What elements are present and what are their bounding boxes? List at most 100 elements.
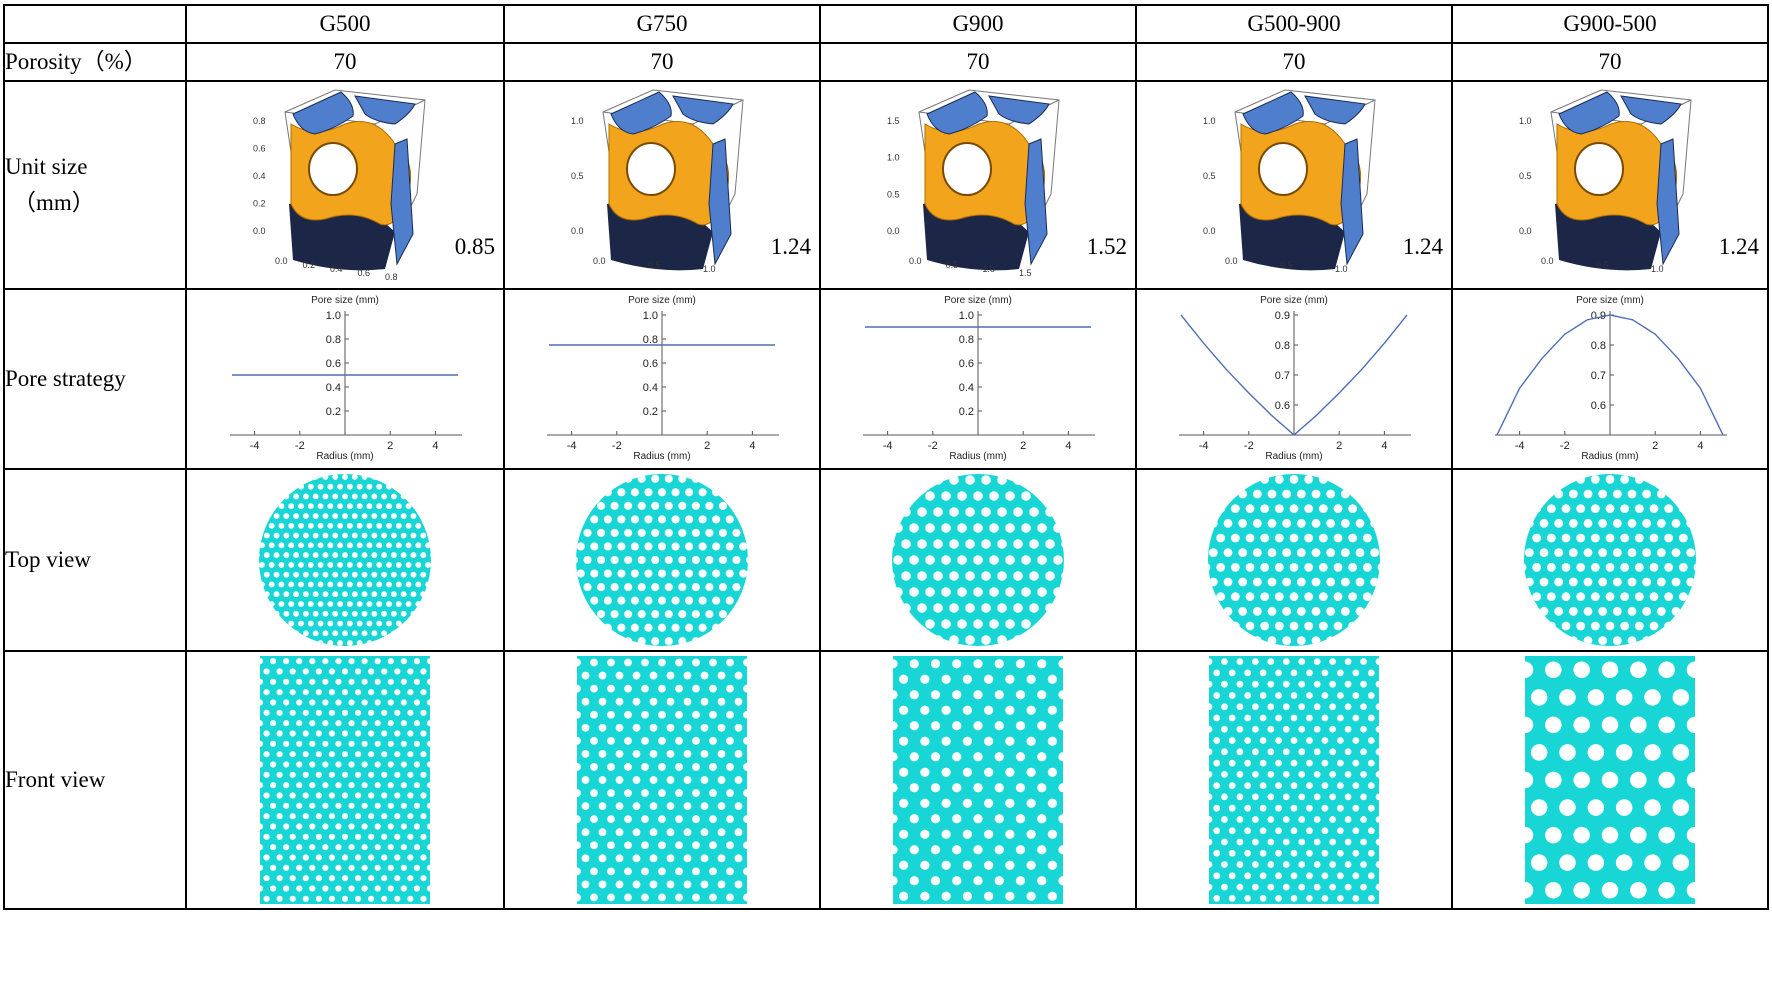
lattice-pore <box>583 528 592 537</box>
lattice-pore <box>1605 592 1615 602</box>
lattice-pore <box>1053 555 1063 565</box>
lattice-pore <box>1267 658 1275 666</box>
lattice-pore <box>1251 883 1259 891</box>
front-view-row: Front view <box>3 650 1769 910</box>
lattice-pore <box>898 705 909 715</box>
lattice-pore <box>933 507 943 517</box>
lattice-pore <box>1524 518 1534 528</box>
column-header-g900: G900 <box>819 4 1137 44</box>
lattice-pore <box>1559 854 1576 871</box>
cube-axis-tick-label: 0.6 <box>253 144 266 154</box>
y-tick-label: 0.4 <box>643 382 658 394</box>
lattice-pore <box>354 875 362 882</box>
lattice-pore <box>259 601 265 607</box>
lattice-pore <box>590 710 598 719</box>
lattice-pore <box>1671 489 1681 499</box>
lattice-pore <box>1686 881 1695 899</box>
lattice-pore <box>1313 793 1321 801</box>
lattice-pore <box>666 749 675 758</box>
lattice-pore <box>381 668 388 675</box>
lattice-pore <box>658 867 666 876</box>
lattice-pore <box>1045 475 1055 485</box>
lattice-pore <box>1326 606 1336 616</box>
lattice-pore <box>361 630 368 637</box>
lattice-pore <box>410 591 417 598</box>
lattice-pore <box>597 555 606 565</box>
lattice-pore <box>348 699 355 706</box>
front-view-cell-g750 <box>503 650 821 910</box>
lattice-pore <box>1289 562 1299 572</box>
lattice-pore <box>1352 894 1360 902</box>
lattice-pore <box>374 720 381 727</box>
lattice-pore <box>368 895 375 902</box>
lattice-pore <box>1298 748 1306 756</box>
lattice-pore <box>615 802 624 811</box>
lattice-pore <box>1355 548 1365 558</box>
lattice-pore <box>683 671 692 680</box>
lattice-pore <box>583 610 592 619</box>
lattice-pore <box>989 619 999 629</box>
lattice-pore <box>1546 621 1556 631</box>
lattice-pore <box>298 640 304 646</box>
lattice-pore <box>278 581 285 588</box>
lattice-pore <box>302 474 309 480</box>
lattice-pore <box>1259 714 1267 722</box>
lattice-pore <box>407 771 414 778</box>
lattice-pore <box>1545 881 1562 899</box>
lattice-pore <box>296 885 303 892</box>
lattice-pore <box>666 802 675 811</box>
lattice-pore <box>348 720 355 727</box>
lattice-pore <box>368 792 375 799</box>
lattice-pore <box>994 845 1004 855</box>
cube-axis-tick-label: 0.5 <box>648 260 661 270</box>
lattice-pore <box>263 854 270 861</box>
lattice-pore <box>315 668 322 675</box>
lattice-pore <box>332 610 339 617</box>
lattice-pore <box>346 522 353 529</box>
lattice-pore <box>1245 533 1255 543</box>
lattice-pore <box>649 749 658 758</box>
lattice-pore <box>337 561 344 568</box>
lattice-pore <box>1545 661 1562 679</box>
lattice-pore <box>269 699 277 706</box>
y-tick-label: 0.8 <box>326 334 341 346</box>
lattice-pore <box>1340 548 1350 558</box>
lattice-pore <box>288 640 295 646</box>
lattice-pore <box>381 689 388 696</box>
lattice-pore <box>920 767 930 777</box>
lattice-pore <box>576 501 579 510</box>
cut-face-top <box>610 91 672 135</box>
lattice-pore <box>309 658 316 665</box>
lattice-pore <box>1037 721 1047 731</box>
lattice-pore <box>598 723 607 732</box>
lattice-pore <box>346 542 353 549</box>
lattice-pore <box>920 674 930 684</box>
lattice-pore <box>315 833 322 840</box>
lattice-pore <box>328 709 336 716</box>
lattice-pore <box>745 583 748 592</box>
lattice-pore <box>259 532 260 539</box>
lattice-pore <box>269 740 277 747</box>
lattice-pore <box>366 601 373 607</box>
lattice-pore <box>705 501 714 510</box>
lattice-pore <box>700 880 709 889</box>
lattice-pore <box>576 542 585 551</box>
lattice-pore <box>917 475 927 485</box>
lattice-pore <box>909 523 919 533</box>
x-tick-label: -4 <box>1199 440 1209 452</box>
lattice-pore <box>1678 474 1688 484</box>
lattice-pore <box>615 828 624 837</box>
lattice-pore <box>1634 562 1644 572</box>
lattice-pore <box>1573 771 1590 789</box>
lattice-pore <box>909 555 919 565</box>
lattice-pore <box>1348 533 1358 543</box>
lattice-pore <box>962 736 973 746</box>
lattice-pore <box>709 684 717 693</box>
lattice-pore <box>698 596 707 605</box>
lattice-pore <box>651 555 660 565</box>
lattice-pore <box>1568 636 1578 646</box>
cube-axis-tick-label: 1.5 <box>1019 268 1032 278</box>
lattice-pore <box>941 523 951 533</box>
lattice-pore <box>1209 770 1213 778</box>
lattice-pore <box>1375 883 1379 891</box>
